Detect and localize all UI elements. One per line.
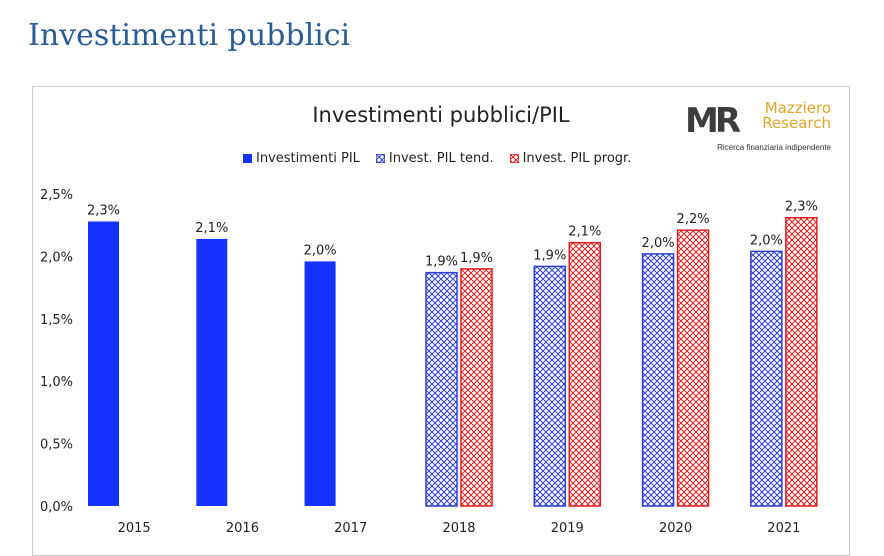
bar-2021-hatch-blue (750, 250, 783, 507)
data-labels-group: 2,3%2,1%2,0%1,9% 1,9% 1,9%2,1%2,0%2,2%2,0%… (87, 200, 818, 270)
bar-2019-hatch-red (568, 241, 602, 507)
legend-swatch-hatch-blue (375, 154, 385, 163)
legend-swatch-solid (243, 154, 252, 163)
logo-tagline: Ricerca finanziaria indipendente (717, 143, 831, 152)
legend-label: Investimenti PIL (256, 151, 360, 166)
data-label: 2,2% (677, 212, 710, 227)
data-label: 1,9% (460, 251, 493, 266)
legend-item-invest-pil-tend: Invest. PIL tend. (375, 151, 494, 166)
x-tick-label: 2017 (334, 521, 367, 536)
bar-2020-hatch-blue (641, 253, 675, 507)
bar-2020-hatch-red (676, 229, 710, 507)
x-tick-label: 2021 (767, 521, 800, 536)
y-tick-label: 1,0% (40, 375, 73, 390)
bar-2015-solid (88, 221, 119, 506)
bar-2017-solid (304, 261, 336, 506)
y-tick-label: 0,5% (40, 438, 73, 453)
logo-mark: MR (685, 101, 741, 141)
data-label: 2,0% (750, 233, 783, 248)
x-axis: 2015 2016 2017 2018 2019 2020 2021 (118, 521, 801, 536)
chart-title: Investimenti pubblici/PIL (312, 103, 570, 127)
logo-name-line1: Mazziero (764, 99, 831, 117)
y-axis: 0,0% 0,5% 1,0% 1,5% 2,0% 2,5% (40, 188, 73, 515)
legend-label: Invest. PIL tend. (388, 151, 494, 166)
bar-2016-solid (196, 238, 228, 507)
data-label: 2,0% (304, 243, 337, 258)
data-label: 2,3% (785, 200, 818, 215)
chart-legend: Investimenti PIL Invest. PIL tend. Inves… (243, 151, 631, 166)
data-label: 1,9% (425, 255, 458, 270)
legend-item-invest-pil-progr: Invest. PIL progr. (509, 151, 632, 166)
data-label: 2,3% (87, 203, 120, 218)
data-label: 2,0% (642, 236, 675, 251)
x-tick-label: 2019 (551, 521, 584, 536)
data-label: 1,9% (533, 248, 566, 263)
y-tick-label: 0,0% (40, 500, 73, 515)
legend-item-investimenti-pil: Investimenti PIL (243, 151, 360, 166)
x-tick-label: 2015 (118, 521, 151, 536)
bar-2018-hatch-red (460, 268, 493, 507)
data-label: 2,1% (195, 221, 228, 236)
bar-2018-hatch-blue (425, 271, 458, 507)
logo-name-line2: Research (762, 114, 831, 132)
y-tick-label: 1,5% (40, 313, 73, 328)
bar-2021-hatch-red (785, 216, 818, 507)
x-tick-label: 2016 (226, 521, 259, 536)
legend-label: Invest. PIL progr. (522, 151, 632, 166)
data-label: 2,1% (568, 225, 601, 240)
legend-swatch-hatch-red (509, 154, 519, 163)
logo-name: Mazziero Research (762, 101, 831, 131)
bar-2019-hatch-blue (533, 265, 567, 507)
page-heading: Investimenti pubblici (28, 18, 351, 53)
mazziero-research-logo: MR Mazziero Research Ricerca finanziaria… (685, 99, 835, 155)
x-tick-label: 2018 (442, 521, 475, 536)
y-tick-label: 2,5% (40, 188, 73, 203)
y-tick-label: 2,0% (40, 250, 73, 265)
bars-group (88, 216, 818, 507)
x-tick-label: 2020 (659, 521, 692, 536)
